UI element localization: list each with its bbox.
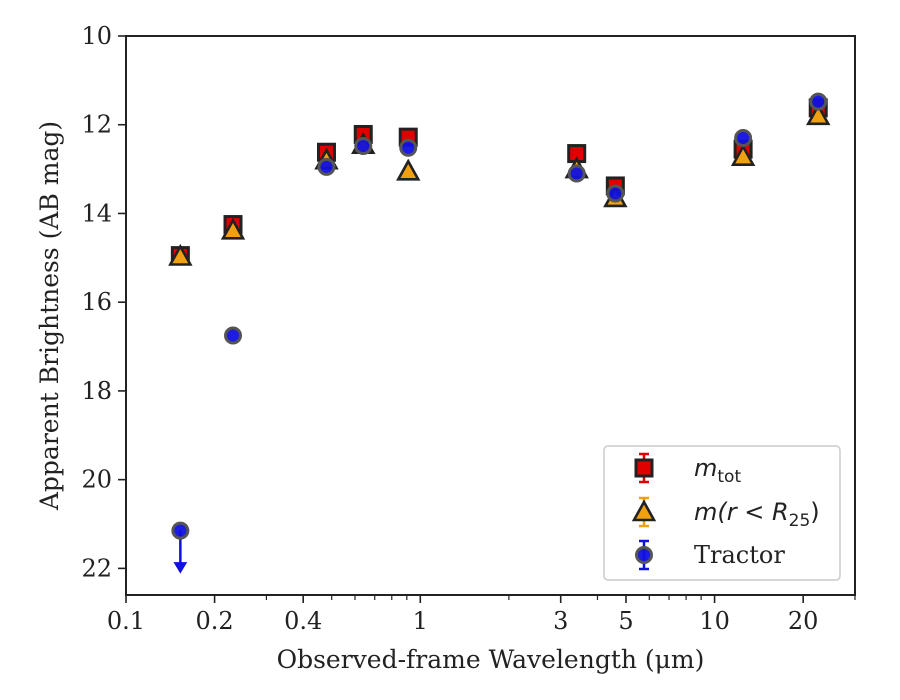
circle-point <box>399 138 418 157</box>
x-tick-label: 10 <box>699 607 730 635</box>
series-0 <box>170 98 828 266</box>
x-tick-label: 1 <box>413 607 428 635</box>
y-tick-label: 16 <box>81 288 112 316</box>
y-axis-ticks: 10 12 14 16 18 20 22 <box>81 22 126 582</box>
x-tick-label: 0.4 <box>284 607 322 635</box>
circle-point <box>224 326 243 345</box>
x-tick-label: 5 <box>618 607 633 635</box>
legend-label: Tractor <box>694 541 785 569</box>
x-tick-label: 20 <box>788 607 819 635</box>
legend-box <box>603 445 841 581</box>
circle-point <box>171 521 190 540</box>
x-tick-label: 0.2 <box>196 607 234 635</box>
circle-point <box>809 92 828 111</box>
y-tick-label: 14 <box>81 199 112 227</box>
circle-point <box>567 164 586 183</box>
circle-point <box>317 157 336 176</box>
y-tick-label: 12 <box>81 111 112 139</box>
circle-point <box>354 137 373 156</box>
triangle-point <box>168 243 193 266</box>
triangle-point <box>396 158 421 181</box>
x-axis-label: Observed-frame Wavelength (μm) <box>277 645 705 674</box>
legend: mtot m(r < R25) Tractor <box>603 445 841 581</box>
series-1 <box>168 103 831 266</box>
triangle-point <box>730 143 756 166</box>
y-tick-label: 22 <box>81 554 112 582</box>
legend-marker <box>634 458 654 478</box>
circle-point <box>606 184 625 203</box>
legend-marker <box>631 499 657 522</box>
plot-frame <box>125 35 856 596</box>
triangle-point <box>220 217 246 240</box>
triangle-point <box>806 103 831 126</box>
x-tick-label: 3 <box>553 607 568 635</box>
legend-marker <box>635 546 653 564</box>
x-axis-ticks: 0.1 0.2 0.4 1 3 5 10 20 <box>107 595 856 635</box>
legend-label: m(r < R25) <box>694 498 820 531</box>
y-tick-label: 10 <box>81 22 112 50</box>
data-points <box>168 92 831 574</box>
x-tick-label: 0.1 <box>107 607 145 635</box>
upper-limit-arrow-head <box>173 562 188 574</box>
y-tick-label: 18 <box>81 377 112 405</box>
legend-label: mtot <box>694 454 741 487</box>
series-2 <box>171 92 828 574</box>
circle-point <box>734 129 753 148</box>
y-axis-label: Apparent Brightness (AB mag) <box>35 121 64 511</box>
y-tick-label: 20 <box>81 466 112 494</box>
